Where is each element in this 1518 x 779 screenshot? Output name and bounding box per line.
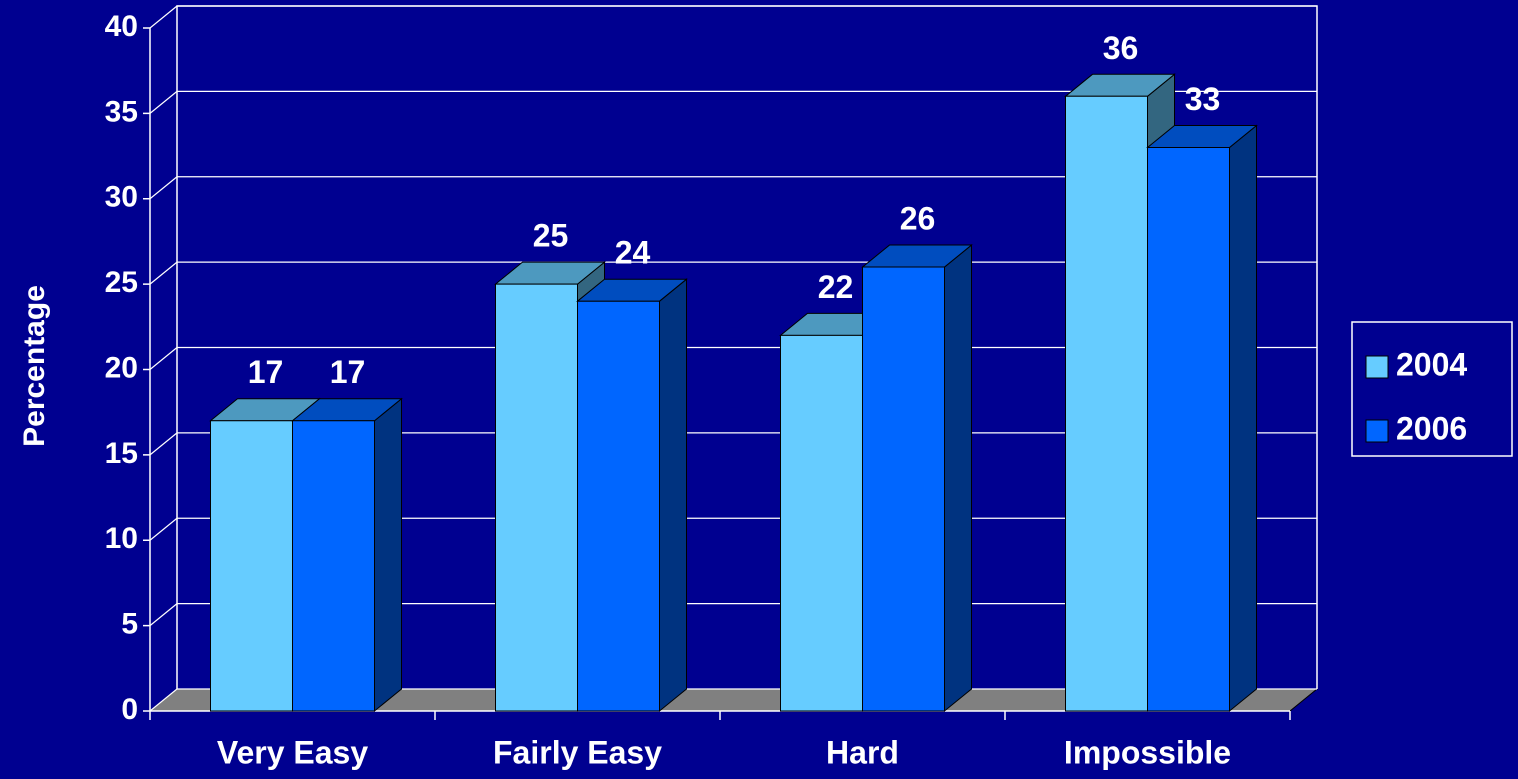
y-tick-label: 40 <box>105 10 138 43</box>
grid-line-side <box>149 90 178 114</box>
legend-swatch <box>1365 355 1389 379</box>
bar <box>861 243 973 713</box>
bar-front <box>210 420 293 712</box>
y-tick-label: 0 <box>121 693 138 726</box>
y-tick-label: 30 <box>105 181 138 214</box>
bar-side <box>1229 124 1257 713</box>
grid-line-side <box>149 688 178 712</box>
legend-box <box>1351 321 1513 457</box>
legend-label: 2004 <box>1396 346 1467 382</box>
bar <box>1146 124 1258 713</box>
x-tick-label: Very Easy <box>217 734 368 770</box>
grid-line-side <box>149 347 178 370</box>
data-label: 24 <box>615 235 651 271</box>
y-tick-label: 25 <box>105 266 138 299</box>
bar <box>576 278 688 713</box>
grid-line-side <box>149 261 178 285</box>
x-tick-label: Impossible <box>1064 734 1231 770</box>
y-tick-label: 15 <box>105 437 138 470</box>
grid-line-side <box>149 432 178 456</box>
y-tick-label: 20 <box>105 351 138 384</box>
grid-line-side <box>149 517 178 541</box>
data-label: 17 <box>330 354 366 390</box>
y-tick-label: 35 <box>105 95 138 128</box>
bar-front <box>1147 147 1230 712</box>
bar-front <box>1065 95 1148 712</box>
grid-line-side <box>149 603 178 627</box>
bar-front <box>862 266 945 712</box>
legend-label: 2006 <box>1396 410 1467 446</box>
bar-front <box>780 334 863 712</box>
bar-front <box>292 420 375 712</box>
legend-swatch <box>1365 419 1389 443</box>
data-label: 36 <box>1103 30 1139 66</box>
x-tick-label: Hard <box>826 734 899 770</box>
y-axis-label: Percentage <box>18 285 51 447</box>
data-label: 33 <box>1185 81 1221 117</box>
y-tick-label: 10 <box>105 522 138 555</box>
bar-front <box>577 300 660 712</box>
y-tick-label: 5 <box>121 608 138 641</box>
bar-side <box>944 243 972 713</box>
data-label: 17 <box>248 354 284 390</box>
bar <box>291 397 403 713</box>
bar-front <box>495 283 578 712</box>
data-label: 25 <box>533 218 569 254</box>
data-label: 26 <box>900 201 936 237</box>
bar-side <box>374 397 402 713</box>
x-tick-label: Fairly Easy <box>493 734 662 770</box>
grid-line-side <box>149 5 178 29</box>
data-label: 22 <box>818 269 854 305</box>
grid-line-side <box>149 176 178 200</box>
bar-side <box>659 278 687 713</box>
